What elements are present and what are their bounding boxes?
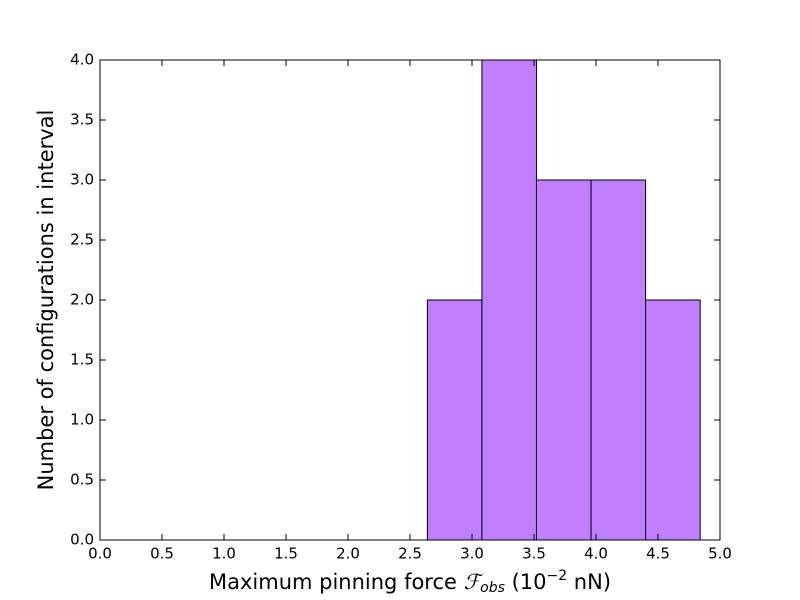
x-axis-label-part: −2 xyxy=(546,568,567,584)
x-axis-label: Maximum pinning force ℱobs (10−2 nN) xyxy=(209,568,611,596)
x-tick-label: 1.0 xyxy=(212,545,236,563)
x-tick-label: 5.0 xyxy=(708,545,732,563)
x-tick-label: 2.0 xyxy=(336,545,360,563)
y-axis-label: Number of configurations in interval xyxy=(34,110,58,491)
x-axis-label-part: ℱ xyxy=(464,570,484,594)
x-axis-label-part: (10 xyxy=(505,570,547,594)
y-tick-label: 2.0 xyxy=(70,291,94,309)
y-tick-label: 0.0 xyxy=(70,531,94,549)
y-tick-label: 1.5 xyxy=(70,351,94,369)
bar xyxy=(645,299,701,541)
bar xyxy=(481,59,537,541)
x-tick-label: 4.0 xyxy=(584,545,608,563)
bar xyxy=(590,179,647,541)
y-tick-label: 1.0 xyxy=(70,411,94,429)
x-tick-label: 2.5 xyxy=(398,545,422,563)
x-tick-label: 1.5 xyxy=(274,545,298,563)
x-tick-label: 4.5 xyxy=(646,545,670,563)
y-tick-label: 0.5 xyxy=(70,471,94,489)
x-tick-label: 3.5 xyxy=(522,545,546,563)
bar xyxy=(426,299,483,541)
x-tick-label: 0.5 xyxy=(150,545,174,563)
x-axis-label-part: obs xyxy=(480,580,505,596)
x-axis-label-part: nN) xyxy=(567,570,611,594)
y-tick-label: 3.5 xyxy=(70,111,94,129)
y-tick-label: 2.5 xyxy=(70,231,94,249)
x-tick-label: 3.0 xyxy=(460,545,484,563)
y-tick-label: 4.0 xyxy=(70,51,94,69)
bar xyxy=(535,179,592,541)
y-tick-label: 3.0 xyxy=(70,171,94,189)
x-axis-label-part: Maximum pinning force xyxy=(209,570,464,594)
x-tick-label: 0.0 xyxy=(88,545,112,563)
